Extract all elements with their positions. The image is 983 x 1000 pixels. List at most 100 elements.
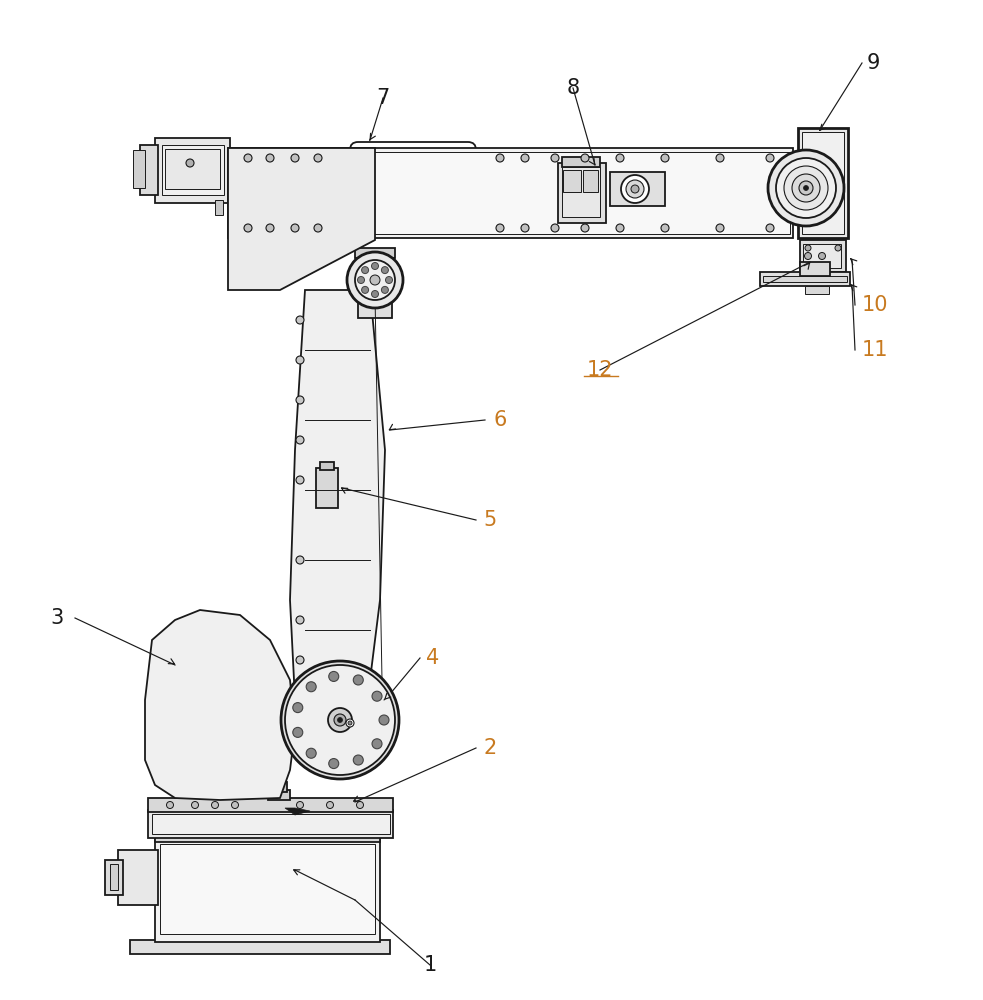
Bar xyxy=(558,163,606,223)
Circle shape xyxy=(296,556,304,564)
Circle shape xyxy=(328,708,352,732)
Text: 7: 7 xyxy=(376,88,389,108)
Circle shape xyxy=(291,154,299,162)
Circle shape xyxy=(581,154,589,162)
Circle shape xyxy=(661,154,669,162)
Bar xyxy=(152,814,390,834)
Circle shape xyxy=(521,154,529,162)
Bar xyxy=(165,149,220,189)
Circle shape xyxy=(285,665,395,775)
Circle shape xyxy=(296,436,304,444)
Circle shape xyxy=(551,224,559,232)
Bar xyxy=(798,128,848,238)
Circle shape xyxy=(716,154,724,162)
Text: 2: 2 xyxy=(484,738,496,758)
Circle shape xyxy=(355,260,395,300)
Bar xyxy=(562,157,600,167)
Circle shape xyxy=(385,276,392,284)
Bar xyxy=(130,940,390,954)
Bar xyxy=(562,167,600,217)
Circle shape xyxy=(616,224,624,232)
Bar xyxy=(610,172,665,206)
Bar xyxy=(118,850,158,905)
Bar xyxy=(232,152,790,234)
FancyBboxPatch shape xyxy=(350,142,476,204)
Circle shape xyxy=(244,224,252,232)
Circle shape xyxy=(621,175,649,203)
Circle shape xyxy=(266,224,274,232)
Circle shape xyxy=(296,476,304,484)
Bar xyxy=(148,798,393,812)
Bar xyxy=(271,782,287,792)
Bar xyxy=(268,790,290,800)
Circle shape xyxy=(372,739,382,749)
Circle shape xyxy=(358,276,365,284)
Circle shape xyxy=(776,158,836,218)
FancyBboxPatch shape xyxy=(308,454,352,586)
Circle shape xyxy=(496,154,504,162)
Circle shape xyxy=(306,748,317,758)
Circle shape xyxy=(328,671,339,681)
Circle shape xyxy=(186,159,194,167)
Bar xyxy=(160,844,375,934)
Circle shape xyxy=(661,224,669,232)
Circle shape xyxy=(347,252,403,308)
Circle shape xyxy=(362,286,369,293)
Bar xyxy=(148,810,393,838)
Circle shape xyxy=(353,675,364,685)
Circle shape xyxy=(381,286,388,293)
Polygon shape xyxy=(285,808,310,815)
Bar xyxy=(563,170,581,192)
Circle shape xyxy=(353,755,364,765)
Circle shape xyxy=(266,154,274,162)
Circle shape xyxy=(551,154,559,162)
Text: 12: 12 xyxy=(587,360,613,380)
Circle shape xyxy=(297,802,304,808)
Circle shape xyxy=(211,802,218,808)
Circle shape xyxy=(370,275,380,285)
Circle shape xyxy=(804,252,812,259)
Text: 10: 10 xyxy=(862,295,889,315)
Text: 9: 9 xyxy=(866,53,880,73)
Bar xyxy=(583,170,598,192)
Bar xyxy=(162,145,224,195)
Polygon shape xyxy=(290,290,395,775)
Circle shape xyxy=(293,727,303,737)
Text: 1: 1 xyxy=(424,955,436,975)
Polygon shape xyxy=(228,148,375,290)
Circle shape xyxy=(521,224,529,232)
Bar xyxy=(802,132,844,234)
Circle shape xyxy=(372,262,378,269)
Circle shape xyxy=(362,267,369,274)
Bar xyxy=(228,148,793,238)
Circle shape xyxy=(372,691,382,701)
Circle shape xyxy=(244,154,252,162)
Circle shape xyxy=(766,154,774,162)
Bar xyxy=(800,262,830,276)
Text: 4: 4 xyxy=(427,648,439,668)
Bar xyxy=(316,468,338,508)
Circle shape xyxy=(819,252,826,259)
Bar xyxy=(215,200,223,215)
Bar xyxy=(358,258,392,318)
Circle shape xyxy=(296,356,304,364)
Circle shape xyxy=(372,290,378,298)
Circle shape xyxy=(631,185,639,193)
Bar xyxy=(320,462,334,470)
Bar xyxy=(760,272,850,286)
Circle shape xyxy=(166,802,174,808)
Circle shape xyxy=(716,224,724,232)
Circle shape xyxy=(835,245,841,251)
Circle shape xyxy=(232,802,239,808)
Circle shape xyxy=(799,181,813,195)
Circle shape xyxy=(192,802,199,808)
Bar xyxy=(155,138,230,203)
Text: 8: 8 xyxy=(566,78,580,98)
Bar xyxy=(110,864,118,890)
Circle shape xyxy=(616,154,624,162)
Circle shape xyxy=(296,656,304,664)
Circle shape xyxy=(291,224,299,232)
Circle shape xyxy=(281,661,399,779)
Circle shape xyxy=(296,616,304,624)
Circle shape xyxy=(581,224,589,232)
